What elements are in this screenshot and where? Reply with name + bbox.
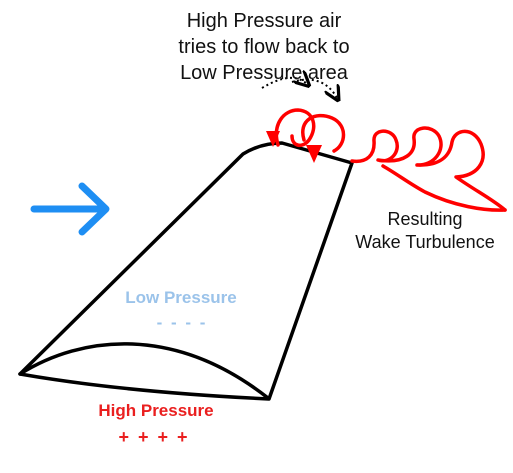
wake-turbulence-note: Resulting Wake Turbulence (339, 208, 511, 254)
high-pressure-signs: + + + + (118, 427, 190, 447)
pressure-flow-note: High Pressure air tries to flow back to … (154, 8, 374, 86)
high-pressure-label: High Pressure (98, 401, 214, 420)
flow-back-indicator (261, 78, 337, 98)
pressure-flow-note-line-3: Low Pressure area (180, 62, 348, 84)
wake-vortex-spiral (350, 126, 507, 212)
vortex-lines (274, 108, 507, 212)
pressure-flow-note-line-2: tries to flow back to (178, 36, 350, 58)
pressure-flow-note-line-1: High Pressure air (186, 10, 342, 32)
wing-lower-curve (18, 342, 270, 400)
right-arrow-icon (30, 182, 110, 236)
wake-note-line-1: Resulting (387, 209, 463, 229)
wing-outline (18, 141, 354, 401)
down-arrow-right (306, 145, 322, 163)
wake-note-line-2: Wake Turbulence (355, 232, 495, 252)
wake-return-line (381, 164, 507, 212)
wing-planform (18, 141, 354, 401)
pressure-arrows (266, 131, 322, 163)
curved-arrow-icon (261, 78, 307, 88)
airflow-arrow (30, 182, 110, 236)
curved-arrow-icon (291, 78, 337, 98)
tip-vortex-left (274, 108, 316, 148)
tip-vortex-right (301, 113, 346, 153)
down-arrow-left (266, 131, 280, 147)
low-pressure-label: Low Pressure (125, 288, 237, 307)
low-pressure-signs: - - - - (156, 313, 208, 332)
